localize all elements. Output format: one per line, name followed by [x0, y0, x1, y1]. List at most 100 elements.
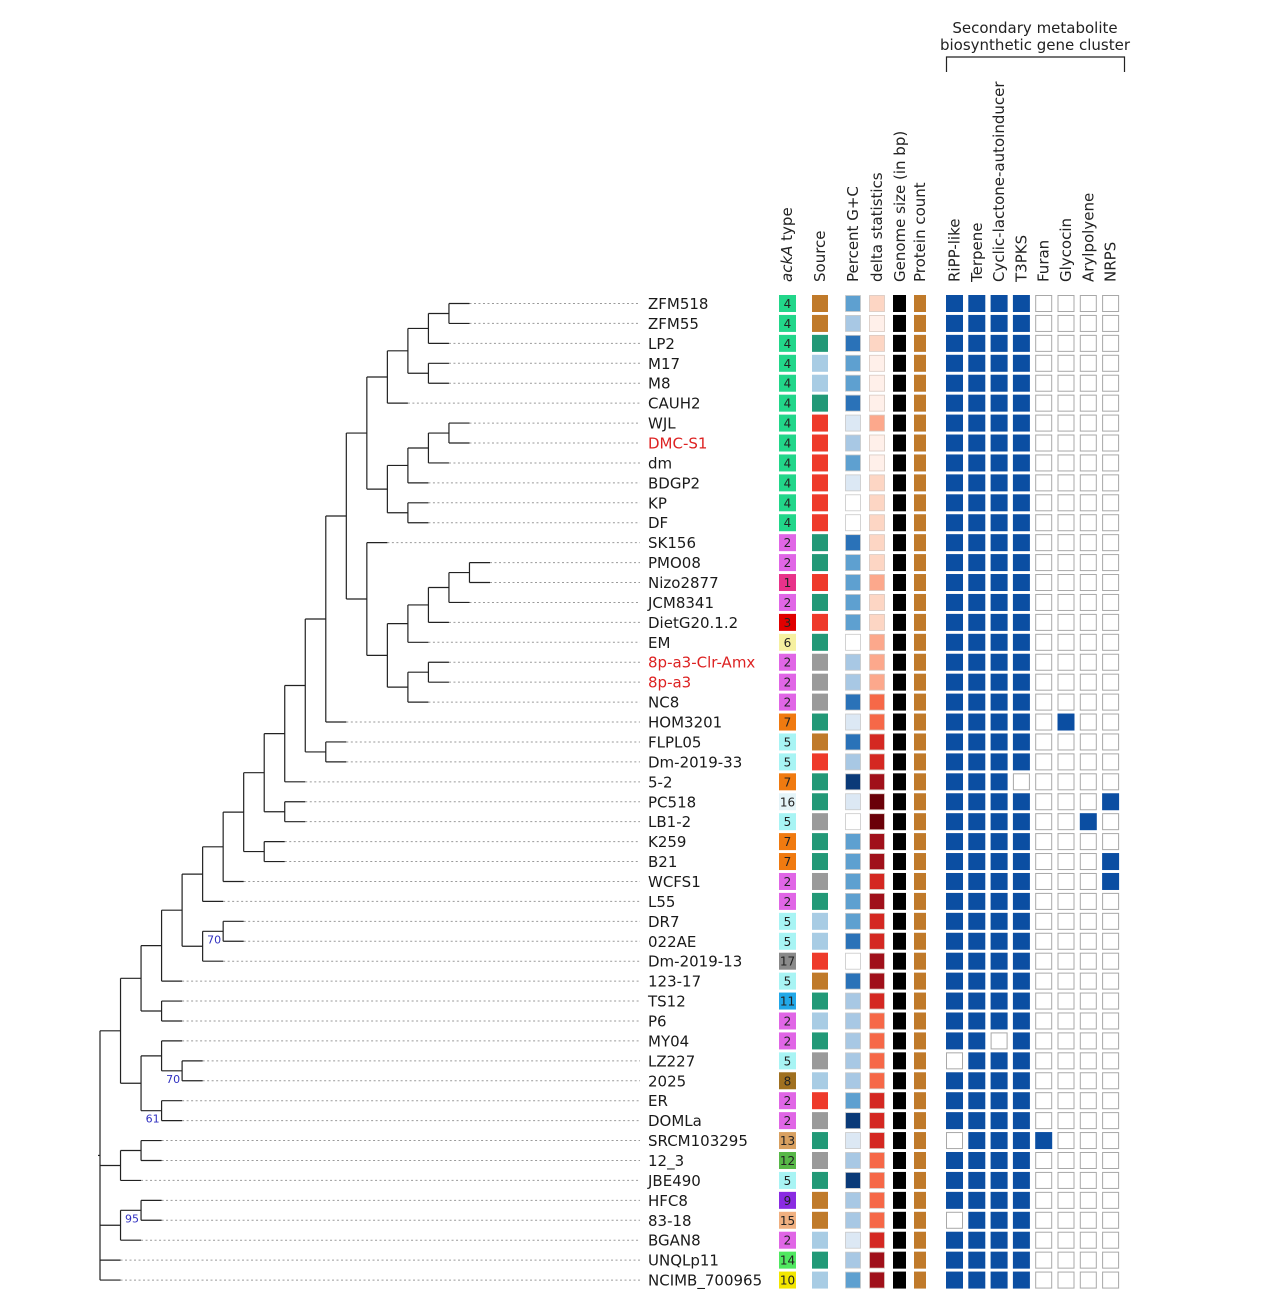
cluster-present-cell — [990, 474, 1008, 492]
cluster-present-cell — [1012, 733, 1030, 751]
cluster-present-cell — [990, 374, 1008, 392]
cluster-present-cell — [968, 613, 986, 631]
cluster-present-cell — [1012, 1052, 1030, 1070]
taxon-label: LB1-2 — [648, 813, 691, 831]
cluster-absent-cell — [1057, 414, 1075, 432]
cluster-absent-cell — [1035, 793, 1053, 811]
matrix-row: 4 — [779, 314, 1120, 332]
cluster-present-cell — [946, 1231, 963, 1249]
cluster-present-cell — [968, 1191, 986, 1209]
source-cell — [812, 633, 828, 651]
bootstrap-value: 61 — [146, 1113, 160, 1126]
cluster-absent-cell — [1102, 1092, 1120, 1110]
cluster-present-cell — [990, 952, 1008, 970]
cluster-present-cell — [968, 454, 986, 472]
source-cell — [812, 1151, 828, 1169]
matrix-row: 5 — [779, 932, 1120, 950]
cluster-absent-cell — [1057, 434, 1075, 452]
delta-cell — [869, 613, 885, 631]
gc-cell — [845, 1191, 861, 1209]
cluster-absent-cell — [1035, 952, 1053, 970]
cluster-absent-cell — [1035, 673, 1053, 691]
delta-cell — [869, 912, 885, 930]
cluster-absent-cell — [1079, 972, 1097, 990]
genome-size-cell — [893, 892, 906, 910]
matrix-row: 10 — [779, 1271, 1120, 1289]
cluster-absent-cell — [1035, 1251, 1053, 1269]
cluster-present-cell — [1012, 952, 1030, 970]
acka-type-value: 4 — [784, 456, 792, 470]
column-header-glycocin: Glycocin — [1057, 218, 1075, 282]
cluster-absent-cell — [1102, 932, 1120, 950]
source-cell — [812, 793, 828, 811]
cluster-absent-cell — [1035, 972, 1053, 990]
cluster-absent-cell — [1079, 454, 1097, 472]
cluster-present-cell — [968, 853, 986, 871]
protein-count-cell — [914, 414, 926, 432]
delta-cell — [869, 693, 885, 711]
cluster-absent-cell — [1035, 314, 1053, 332]
genome-size-cell — [893, 1251, 906, 1269]
cluster-present-cell — [1012, 793, 1030, 811]
cluster-absent-cell — [1035, 773, 1053, 791]
matrix-row: 4 — [779, 334, 1120, 352]
acka-type-value: 2 — [784, 875, 792, 889]
cluster-absent-cell — [1102, 1032, 1120, 1050]
cluster-header-bracket — [945, 56, 1126, 72]
taxon-label: DF — [648, 514, 668, 532]
genome-size-cell — [893, 1092, 906, 1110]
cluster-present-cell — [1012, 514, 1030, 532]
delta-cell — [869, 1012, 885, 1030]
source-cell — [812, 773, 828, 791]
cluster-present-cell — [968, 1112, 986, 1130]
acka-type-cell: 11 — [779, 992, 796, 1010]
delta-cell — [869, 474, 885, 492]
acka-type-value: 5 — [784, 1054, 792, 1068]
cluster-absent-cell — [1079, 494, 1097, 512]
cluster-absent-cell — [946, 1052, 963, 1070]
cluster-absent-cell — [1079, 793, 1097, 811]
acka-type-value: 2 — [784, 556, 792, 570]
cluster-present-cell — [968, 534, 986, 552]
gc-cell — [845, 952, 861, 970]
acka-type-value: 2 — [784, 676, 792, 690]
genome-size-cell — [893, 354, 906, 372]
genome-size-cell — [893, 773, 906, 791]
cluster-present-cell — [990, 892, 1008, 910]
cluster-absent-cell — [1057, 853, 1075, 871]
gc-cell — [845, 394, 861, 412]
gc-cell — [845, 713, 861, 731]
cluster-present-cell — [990, 813, 1008, 831]
taxon-label: Nizo2877 — [648, 574, 719, 592]
cluster-present-cell — [968, 434, 986, 452]
taxon-label: SK156 — [648, 534, 696, 552]
cluster-absent-cell — [1057, 554, 1075, 572]
acka-type-value: 2 — [784, 895, 792, 909]
matrix-row: 2 — [779, 554, 1120, 572]
acka-type-value: 2 — [784, 1114, 792, 1128]
cluster-header-line1: Secondary metabolite — [952, 19, 1117, 37]
cluster-absent-cell — [1035, 1211, 1053, 1229]
delta-cell — [869, 1132, 885, 1149]
protein-count-cell — [914, 1012, 926, 1030]
cluster-present-cell — [968, 1231, 986, 1249]
genome-size-cell — [893, 693, 906, 711]
acka-type-value: 5 — [784, 935, 792, 949]
matrix-row: 2 — [779, 1231, 1120, 1249]
acka-type-cell: 2 — [779, 693, 796, 711]
acka-type-cell: 2 — [779, 673, 796, 691]
genome-size-cell — [893, 932, 906, 950]
cluster-absent-cell — [1079, 474, 1097, 492]
cluster-present-cell — [968, 354, 986, 372]
cluster-present-cell — [990, 992, 1008, 1010]
gc-cell — [845, 693, 861, 711]
cluster-present-cell — [946, 1151, 963, 1169]
matrix-row: 7 — [779, 853, 1120, 871]
taxon-label: DietG20.1.2 — [648, 614, 738, 632]
genome-size-cell — [893, 1072, 906, 1090]
gc-cell — [845, 673, 861, 691]
cluster-present-cell — [1012, 374, 1030, 392]
cluster-absent-cell — [1102, 394, 1120, 412]
delta-cell — [869, 932, 885, 950]
cluster-present-cell — [1012, 295, 1030, 312]
